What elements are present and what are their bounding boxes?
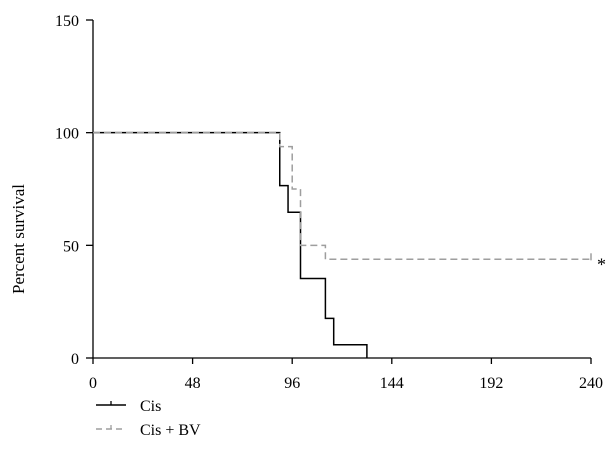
y-tick-label: 0 (71, 351, 79, 368)
series-line-2 (93, 131, 591, 261)
legend-label-1: Cis (140, 398, 161, 415)
legend-label-2: Cis + BV (140, 422, 201, 439)
y-tick-label: 50 (63, 238, 79, 255)
x-tick-label: 48 (185, 375, 201, 392)
x-tick-label: 192 (479, 375, 503, 392)
x-tick-label: 144 (380, 375, 404, 392)
series-line-1 (93, 131, 368, 358)
axes: 0 48 96 144 192 240 0 50 100 150 (55, 13, 603, 392)
series-group: * (93, 131, 606, 358)
y-tick-label: 150 (55, 13, 79, 30)
y-axis-label: Percent survival (9, 184, 28, 294)
legend: Cis Cis + BV (96, 398, 201, 439)
x-tick-label: 240 (579, 375, 603, 392)
x-tick-label: 0 (89, 375, 97, 392)
significance-marker: * (597, 254, 606, 274)
y-tick-label: 100 (55, 126, 79, 143)
x-tick-label: 96 (284, 375, 300, 392)
